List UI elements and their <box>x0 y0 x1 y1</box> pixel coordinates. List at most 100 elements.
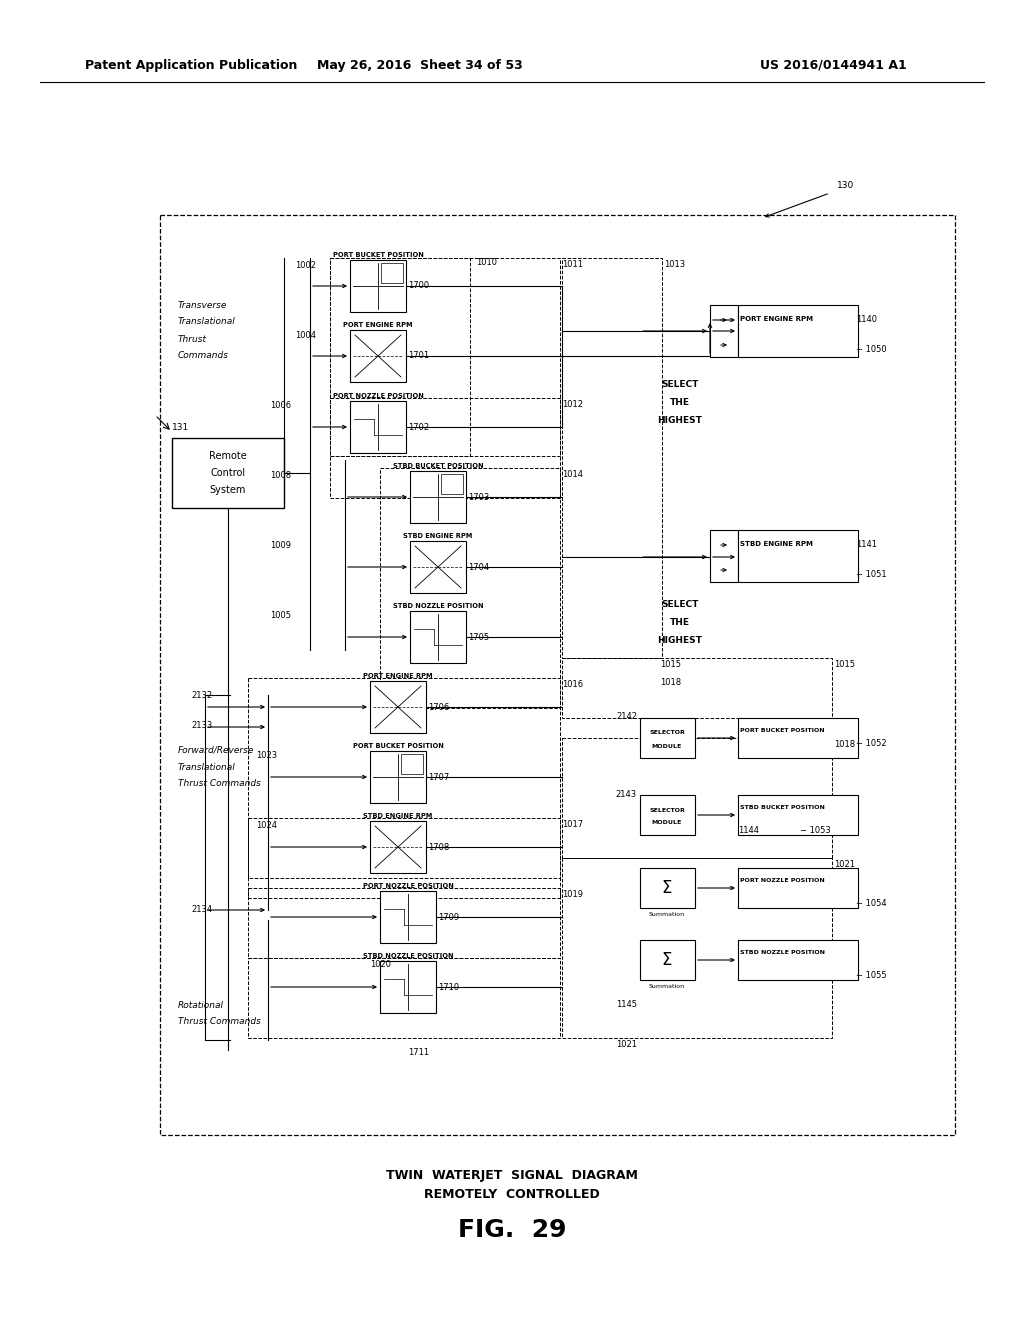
Bar <box>562 858 831 1038</box>
Text: Commands: Commands <box>178 351 229 360</box>
Text: STBD NOZZLE POSITION: STBD NOZZLE POSITION <box>362 953 454 960</box>
Text: 1707: 1707 <box>428 772 450 781</box>
Text: Translational: Translational <box>178 763 236 771</box>
Text: STBD NOZZLE POSITION: STBD NOZZLE POSITION <box>392 603 483 609</box>
Text: SELECTOR: SELECTOR <box>649 730 685 735</box>
Text: 1140: 1140 <box>856 315 877 323</box>
Bar <box>330 257 560 455</box>
Bar <box>381 263 403 282</box>
Text: REMOTELY  CONTROLLED: REMOTELY CONTROLLED <box>424 1188 600 1201</box>
Bar <box>350 330 406 381</box>
Text: 1020: 1020 <box>370 960 391 969</box>
Bar <box>562 257 662 657</box>
Bar <box>160 215 955 1135</box>
Text: 1141: 1141 <box>856 540 877 549</box>
Text: 1018: 1018 <box>834 741 855 748</box>
Text: − 1051: − 1051 <box>856 570 887 579</box>
Text: MODULE: MODULE <box>652 821 682 825</box>
Bar <box>330 257 470 455</box>
Text: STBD NOZZLE POSITION: STBD NOZZLE POSITION <box>740 950 825 954</box>
Text: 1006: 1006 <box>270 401 291 411</box>
Text: Summation: Summation <box>649 983 685 989</box>
Text: HIGHEST: HIGHEST <box>657 636 702 645</box>
Bar <box>248 958 560 1038</box>
Text: 1005: 1005 <box>270 611 291 620</box>
Bar <box>350 401 406 453</box>
Text: 1010: 1010 <box>476 257 497 267</box>
Text: System: System <box>210 484 246 495</box>
Text: 1011: 1011 <box>562 260 583 269</box>
Text: FIG.  29: FIG. 29 <box>458 1218 566 1242</box>
Text: THE: THE <box>670 399 690 407</box>
Bar <box>710 305 738 356</box>
Text: 2143: 2143 <box>615 789 637 799</box>
Bar <box>248 678 560 878</box>
Bar <box>380 469 560 708</box>
Text: US 2016/0144941 A1: US 2016/0144941 A1 <box>760 58 906 71</box>
Text: 1706: 1706 <box>428 702 450 711</box>
Text: Rotational: Rotational <box>178 1001 224 1010</box>
Bar <box>640 940 695 979</box>
Text: Thrust Commands: Thrust Commands <box>178 1018 261 1027</box>
Text: 131: 131 <box>172 422 189 432</box>
Text: − 1054: − 1054 <box>856 899 887 908</box>
Text: 1013: 1013 <box>664 260 685 269</box>
Text: 1015: 1015 <box>660 660 681 669</box>
Text: − 1055: − 1055 <box>856 972 887 979</box>
Bar <box>710 531 738 582</box>
Bar <box>640 795 695 836</box>
Text: Control: Control <box>211 469 246 478</box>
Bar <box>370 751 426 803</box>
Text: 1004: 1004 <box>295 331 316 341</box>
Text: 2132: 2132 <box>191 692 213 701</box>
Text: 1018: 1018 <box>660 678 681 686</box>
Bar <box>738 795 858 836</box>
Text: 1024: 1024 <box>256 821 278 830</box>
Text: MODULE: MODULE <box>652 743 682 748</box>
Bar <box>410 541 466 593</box>
Bar <box>562 657 831 718</box>
Bar <box>738 305 858 356</box>
Bar <box>380 891 436 942</box>
Text: STBD BUCKET POSITION: STBD BUCKET POSITION <box>740 805 825 810</box>
Text: 1144: 1144 <box>738 826 759 836</box>
Text: PORT NOZZLE POSITION: PORT NOZZLE POSITION <box>362 883 454 888</box>
Bar <box>410 611 466 663</box>
Text: 2142: 2142 <box>616 711 637 721</box>
Bar <box>370 681 426 733</box>
Text: Remote: Remote <box>209 451 247 461</box>
Bar <box>738 531 858 582</box>
Text: 1021: 1021 <box>834 861 855 869</box>
Text: STBD ENGINE RPM: STBD ENGINE RPM <box>740 541 813 546</box>
Text: 1703: 1703 <box>468 492 489 502</box>
Text: 1705: 1705 <box>468 632 489 642</box>
Text: PORT ENGINE RPM: PORT ENGINE RPM <box>740 315 813 322</box>
Bar <box>172 438 284 508</box>
Text: 1702: 1702 <box>408 422 429 432</box>
Text: 1017: 1017 <box>562 820 583 829</box>
Bar <box>562 738 831 858</box>
Bar <box>640 869 695 908</box>
Text: Σ: Σ <box>662 879 672 898</box>
Text: 1023: 1023 <box>256 751 278 760</box>
Text: 1009: 1009 <box>270 541 291 550</box>
Bar <box>640 718 695 758</box>
Bar <box>248 888 560 958</box>
Text: 1710: 1710 <box>438 982 459 991</box>
Bar <box>401 754 423 774</box>
Text: Transverse: Transverse <box>178 301 227 309</box>
Bar <box>248 818 560 898</box>
Text: SELECT: SELECT <box>662 380 698 389</box>
Text: PORT NOZZLE POSITION: PORT NOZZLE POSITION <box>333 393 424 399</box>
Text: 1012: 1012 <box>562 400 583 409</box>
Text: Forward/Reverse: Forward/Reverse <box>178 746 254 755</box>
Text: 1701: 1701 <box>408 351 429 360</box>
Text: 1711: 1711 <box>408 1048 429 1057</box>
Text: Thrust: Thrust <box>178 334 207 343</box>
Bar <box>441 474 463 494</box>
Bar <box>738 718 858 758</box>
Text: STBD ENGINE RPM: STBD ENGINE RPM <box>364 813 433 818</box>
Text: Patent Application Publication: Patent Application Publication <box>85 58 297 71</box>
Text: PORT ENGINE RPM: PORT ENGINE RPM <box>364 673 433 678</box>
Text: 1016: 1016 <box>562 680 583 689</box>
